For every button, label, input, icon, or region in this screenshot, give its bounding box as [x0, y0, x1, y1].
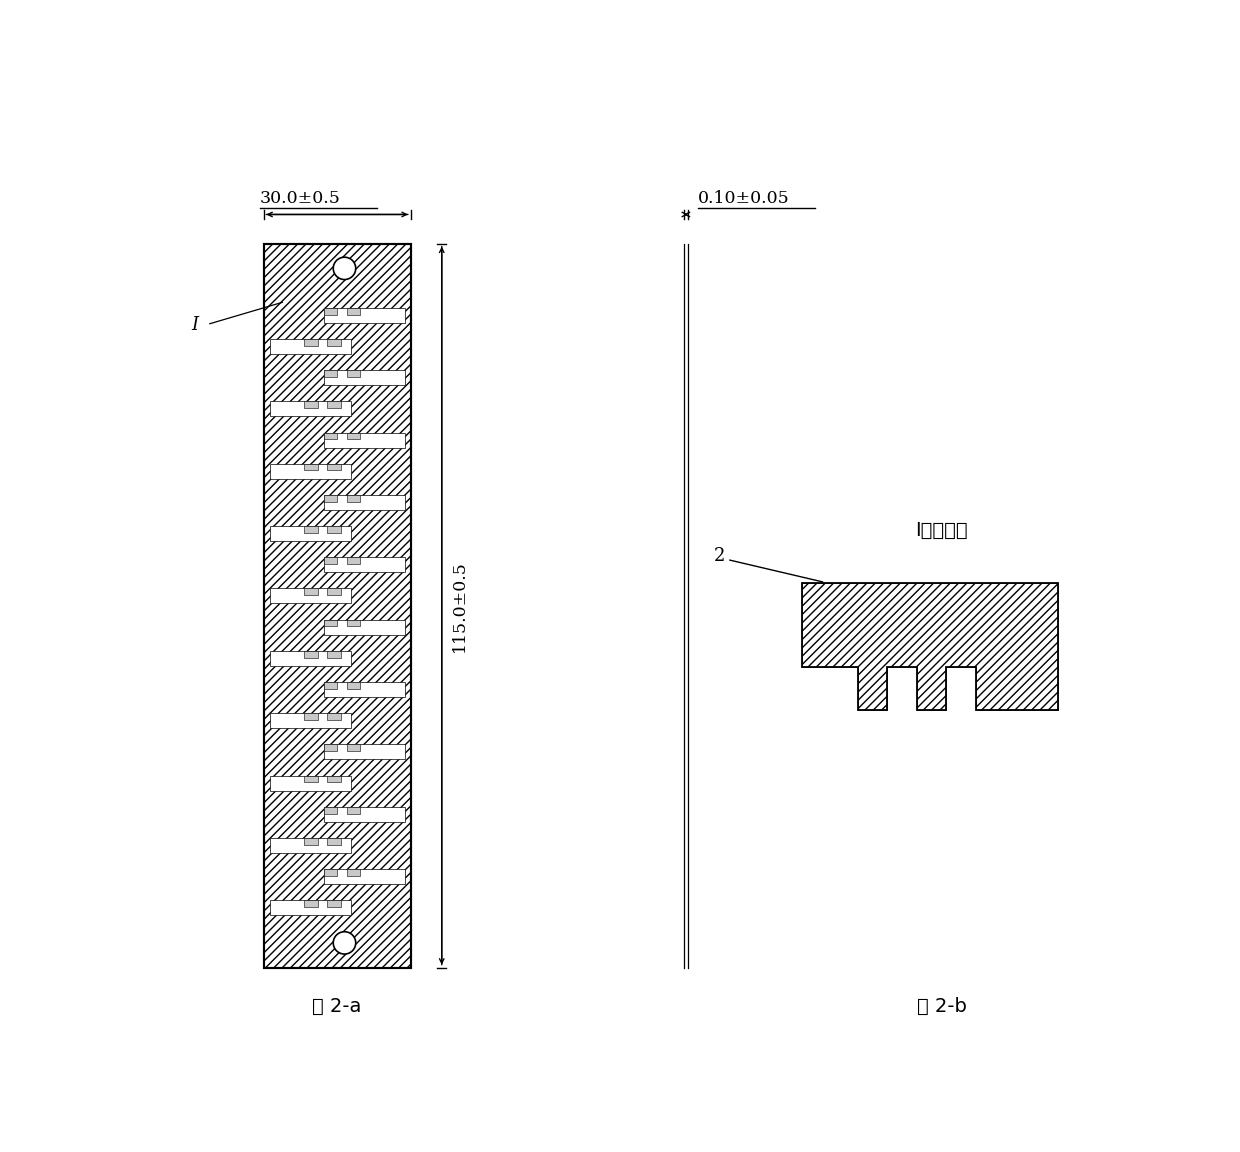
Bar: [347, 744, 361, 751]
Bar: [270, 651, 351, 666]
Bar: [327, 589, 341, 596]
Bar: [327, 775, 341, 782]
Bar: [324, 682, 404, 697]
Bar: [327, 901, 341, 907]
Text: 图 2-a: 图 2-a: [312, 996, 362, 1016]
Bar: [324, 370, 337, 377]
Bar: [324, 620, 404, 635]
Bar: [324, 744, 404, 759]
Bar: [324, 432, 404, 447]
Bar: [304, 775, 317, 782]
Bar: [347, 620, 361, 627]
Bar: [304, 901, 317, 907]
Bar: [327, 651, 341, 658]
Bar: [263, 244, 410, 968]
Text: 2: 2: [713, 546, 725, 564]
Bar: [324, 495, 404, 510]
Bar: [327, 526, 341, 533]
Bar: [347, 495, 361, 501]
Bar: [324, 370, 404, 385]
Bar: [347, 558, 361, 564]
Bar: [327, 339, 341, 346]
Polygon shape: [802, 583, 1058, 710]
Bar: [324, 869, 337, 876]
Bar: [304, 589, 317, 596]
Bar: [347, 682, 361, 689]
Bar: [270, 901, 351, 916]
Bar: [270, 775, 351, 790]
Circle shape: [334, 257, 356, 280]
Bar: [270, 589, 351, 604]
Bar: [324, 495, 337, 501]
Bar: [327, 464, 341, 470]
Bar: [304, 401, 317, 408]
Bar: [327, 401, 341, 408]
Bar: [347, 869, 361, 876]
Circle shape: [334, 932, 356, 954]
Bar: [324, 308, 404, 323]
Bar: [324, 432, 337, 439]
Bar: [304, 339, 317, 346]
Bar: [324, 620, 337, 627]
Bar: [324, 806, 404, 821]
Bar: [270, 339, 351, 354]
Bar: [304, 526, 317, 533]
Bar: [263, 244, 410, 968]
Bar: [324, 558, 404, 573]
Text: I局部放大: I局部放大: [915, 521, 968, 540]
Text: 0.10±0.05: 0.10±0.05: [697, 190, 789, 206]
Text: 图 2-b: 图 2-b: [916, 996, 966, 1016]
Bar: [324, 806, 337, 813]
Bar: [270, 401, 351, 416]
Bar: [347, 308, 361, 314]
Bar: [347, 432, 361, 439]
Bar: [327, 838, 341, 844]
Text: I: I: [192, 316, 198, 334]
Bar: [327, 713, 341, 720]
Bar: [347, 806, 361, 813]
Bar: [304, 651, 317, 658]
Bar: [270, 526, 351, 541]
Bar: [324, 308, 337, 314]
Bar: [304, 838, 317, 844]
Bar: [270, 464, 351, 479]
Bar: [324, 744, 337, 751]
Bar: [347, 370, 361, 377]
Bar: [304, 713, 317, 720]
Bar: [270, 838, 351, 852]
Bar: [324, 869, 404, 884]
Bar: [270, 713, 351, 728]
Bar: [324, 682, 337, 689]
Bar: [304, 464, 317, 470]
Text: 30.0±0.5: 30.0±0.5: [259, 190, 341, 206]
Text: 115.0±0.5: 115.0±0.5: [451, 560, 467, 652]
Bar: [324, 558, 337, 564]
